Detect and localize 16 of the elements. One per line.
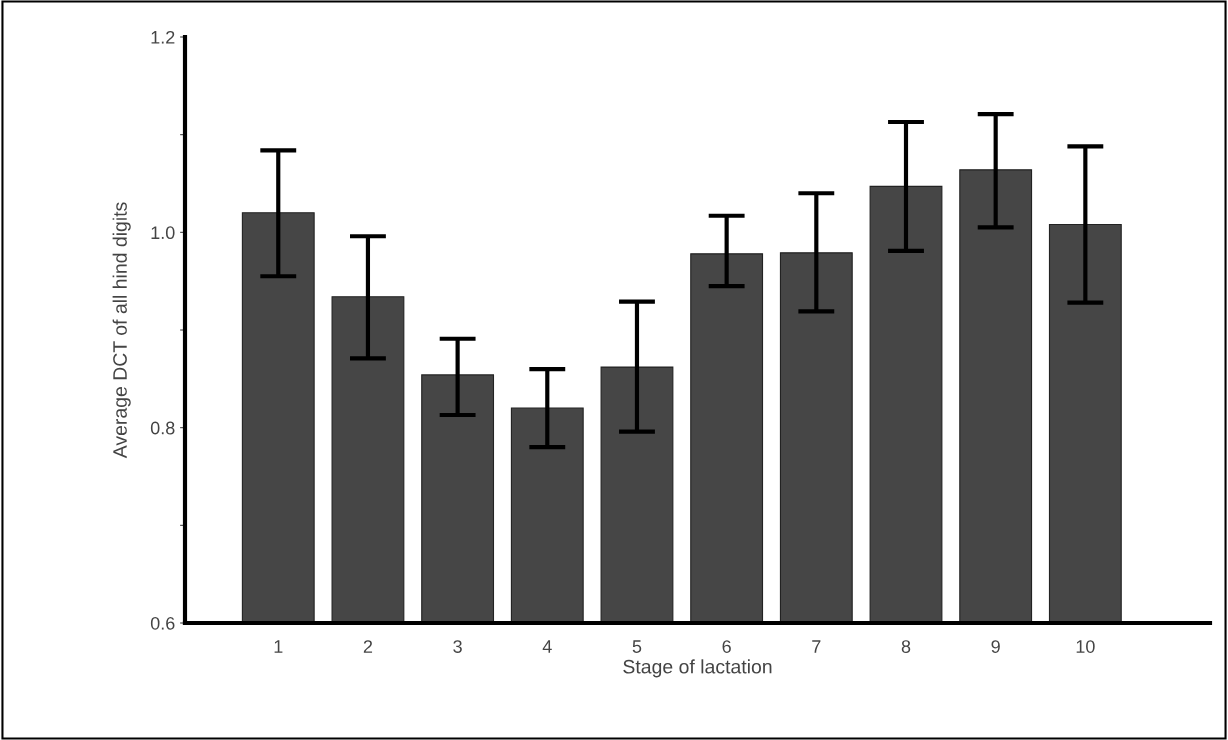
x-tick-label: 10 (1076, 640, 1095, 653)
x-tick-label: 8 (901, 640, 911, 653)
x-tick-label: 9 (991, 640, 1000, 653)
x-tick-label: 4 (542, 640, 552, 653)
x-tick-label: 2 (363, 640, 373, 653)
y-tick-label: 0.6 (150, 616, 175, 630)
x-tick-label: 3 (453, 640, 462, 653)
x-tick-label: 7 (812, 640, 821, 653)
y-tick-label: 0.8 (150, 421, 175, 435)
y-tick-label: 1.2 (151, 30, 175, 44)
x-tick-label: 1 (274, 640, 283, 653)
y-axis-title: Average DCT of all hind digits (112, 202, 131, 459)
y-tick-label: 1.0 (151, 226, 175, 240)
x-tick-label: 6 (722, 640, 731, 653)
x-tick-label: 5 (632, 640, 642, 653)
x-axis-title: Stage of lactation (623, 659, 772, 678)
